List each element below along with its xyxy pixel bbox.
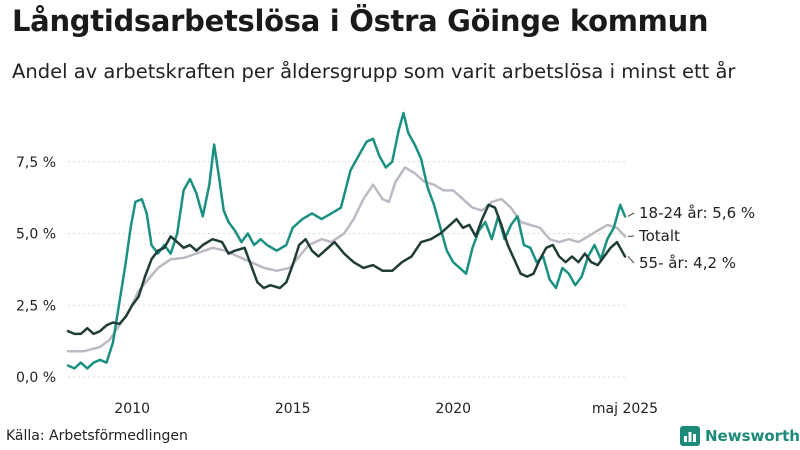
line-chart: 0,0 % 2,5 % 5,0 % 7,5 % 2010 2015 2020 maj 202… <box>0 0 800 450</box>
x-tick-label-3: maj 2025 <box>592 401 658 417</box>
y-tick-label-2: 5,0 % <box>16 227 56 243</box>
brand-logo: Newsworthy <box>680 426 800 446</box>
grid-lines <box>68 162 625 377</box>
series-line-2 <box>68 205 625 334</box>
series-line-1 <box>68 113 625 368</box>
x-axis-ticks: 2010 2015 2020 maj 2025 <box>114 401 658 417</box>
bar-chart-icon <box>680 426 700 446</box>
series-lines <box>68 113 625 368</box>
series-end-label-2: 55- år: 4,2 % <box>639 254 736 272</box>
y-tick-label-0: 0,0 % <box>16 370 56 386</box>
y-tick-label-1: 2,5 % <box>16 298 56 314</box>
label-connector-2 <box>628 256 634 263</box>
x-tick-label-0: 2010 <box>114 401 150 417</box>
brand-name: Newsworthy <box>705 427 800 445</box>
x-tick-label-2: 2020 <box>435 401 471 417</box>
y-axis-ticks: 0,0 % 2,5 % 5,0 % 7,5 % <box>16 155 56 386</box>
source-note: Källa: Arbetsförmedlingen <box>6 428 188 444</box>
series-end-label-1: 18-24 år: 5,6 % <box>639 204 755 222</box>
y-tick-label-3: 7,5 % <box>16 155 56 171</box>
series-end-labels: Totalt 18-24 år: 5,6 % 55- år: 4,2 % <box>628 204 755 272</box>
series-end-label-0: Totalt <box>638 227 680 245</box>
x-tick-label-1: 2015 <box>275 401 311 417</box>
label-connector-1 <box>628 213 634 216</box>
